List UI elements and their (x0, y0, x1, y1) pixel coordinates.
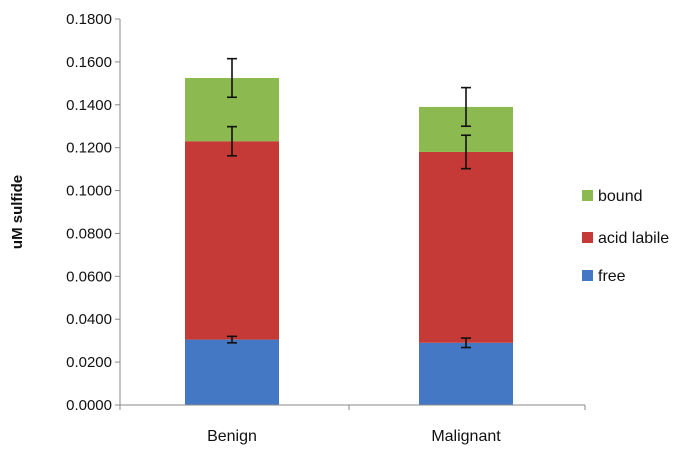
y-tick-label: 0.0800 (66, 225, 112, 242)
y-tick-label: 0.1000 (66, 183, 112, 200)
bar-segment-free-benign (185, 339, 279, 405)
y-tick-label: 0.1400 (66, 97, 112, 114)
x-category-label: Malignant (431, 428, 501, 445)
legend-label-free: free (598, 268, 626, 285)
legend-swatch-bound (582, 190, 593, 201)
legend-swatch-acid-labile (582, 232, 593, 243)
legend-label-bound: bound (598, 188, 643, 205)
plot-area (185, 57, 513, 405)
y-tick-label: 0.0000 (66, 397, 112, 414)
x-category-label: Benign (207, 428, 257, 445)
legend: bound acid labile free (582, 188, 669, 285)
y-axis: 0.0000 0.0200 0.0400 0.0600 0.0800 0.1000 0.12… (66, 11, 586, 445)
bar-segment-acid-labile-malignant (419, 151, 513, 343)
legend-swatch-free (582, 270, 593, 281)
y-tick-label: 0.1600 (66, 54, 112, 71)
y-tick-label: 0.0400 (66, 311, 112, 328)
y-tick-label: 0.1800 (66, 11, 112, 28)
y-tick-label: 0.0200 (66, 354, 112, 371)
y-tick-label: 0.1200 (66, 140, 112, 157)
y-tick-label: 0.0600 (66, 268, 112, 285)
bar-segment-acid-labile-benign (185, 141, 279, 340)
bar-segment-free-malignant (419, 342, 513, 405)
y-axis-title: uM sulfide (9, 175, 26, 249)
legend-label-acid-labile: acid labile (598, 230, 669, 247)
